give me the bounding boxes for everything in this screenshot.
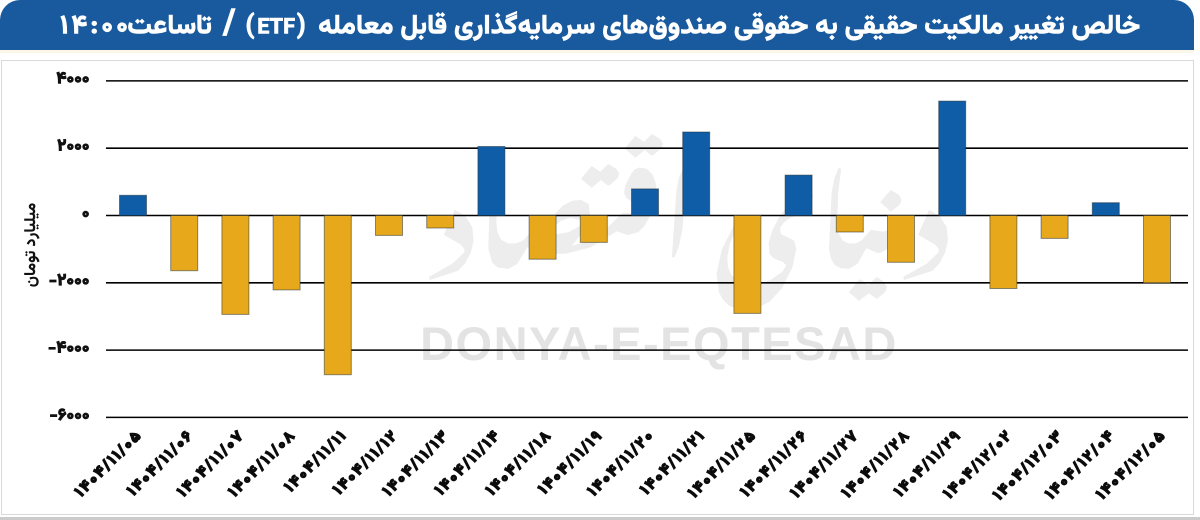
svg-text:DONYA-E-EQTESAD: DONYA-E-EQTESAD — [420, 317, 898, 370]
